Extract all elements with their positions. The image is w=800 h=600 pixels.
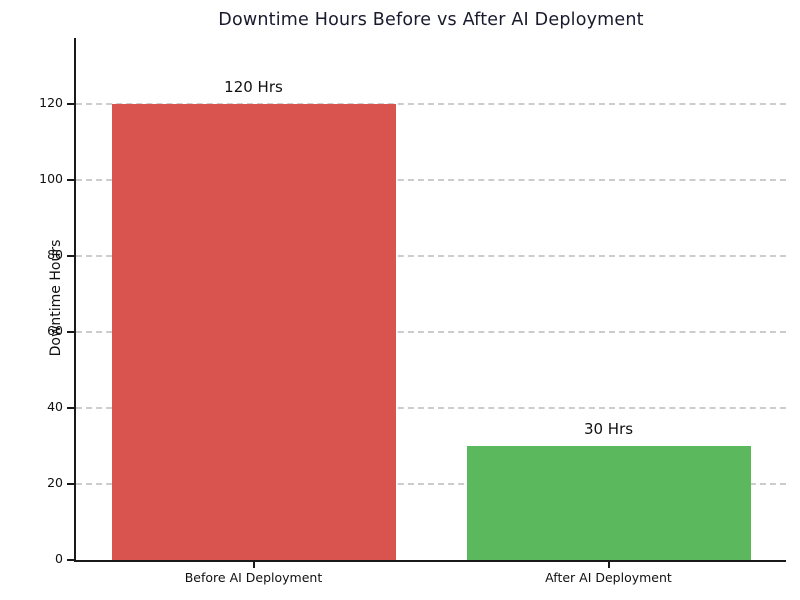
gridline-y-40 [76, 407, 786, 410]
y-tick-mark-20 [67, 483, 74, 486]
y-tick-label-40: 40 [47, 399, 63, 415]
y-tick-mark-120 [67, 103, 74, 106]
y-axis-label: Downtime Hours [48, 239, 64, 357]
x-axis-spine [74, 560, 786, 562]
y-tick-mark-60 [67, 331, 74, 334]
bar-value-label-0: 120 Hrs [224, 78, 283, 97]
x-tick-mark-0 [252, 562, 255, 568]
bar-0 [111, 104, 396, 560]
y-tick-label-60: 60 [47, 323, 63, 339]
gridline-y-120 [76, 103, 786, 106]
y-tick-label-120: 120 [39, 95, 63, 111]
bar-value-label-1: 30 Hrs [583, 420, 634, 439]
y-tick-mark-40 [67, 407, 74, 410]
y-axis-spine [74, 38, 76, 562]
gridline-y-20 [76, 483, 786, 486]
y-tick-mark-80 [67, 255, 74, 258]
x-tick-label-0: Before AI Deployment [184, 570, 323, 585]
bar-1 [466, 446, 751, 560]
gridline-y-80 [76, 255, 786, 258]
gridline-y-100 [76, 179, 786, 182]
chart-title: Downtime Hours Before vs After AI Deploy… [218, 10, 644, 30]
plot-area: 0 20 40 60 80 100 120 120 Hrs Before AI Deployme… [39, 38, 786, 585]
gridline-y-60 [76, 331, 786, 334]
x-tick-mark-1 [607, 562, 610, 568]
y-tick-mark-0 [67, 559, 74, 561]
y-tick-mark-100 [67, 179, 74, 182]
y-tick-label-20: 20 [47, 475, 63, 491]
y-tick-label-100: 100 [39, 171, 63, 187]
y-tick-label-0: 0 [55, 551, 63, 566]
y-tick-label-80: 80 [47, 247, 63, 263]
x-tick-label-1: After AI Deployment [545, 570, 672, 585]
